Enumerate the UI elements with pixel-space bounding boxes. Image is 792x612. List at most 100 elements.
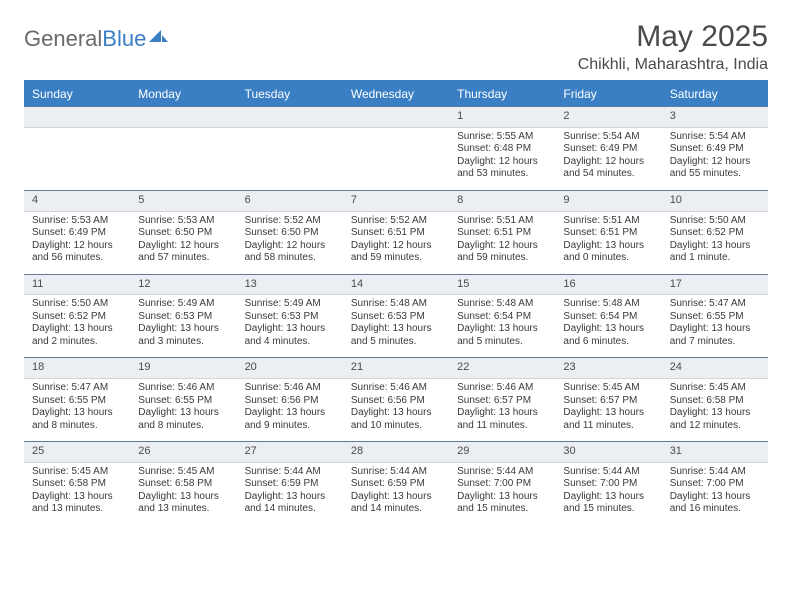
day-number: 5 [130, 191, 236, 211]
day-line: Daylight: 13 hours [351, 491, 441, 504]
day-line: Daylight: 13 hours [563, 491, 653, 504]
day-line: Sunrise: 5:48 AM [563, 298, 653, 311]
day-number: 17 [662, 275, 768, 295]
day-line: and 55 minutes. [670, 168, 760, 181]
weekday-header: Friday [555, 82, 661, 106]
day-cell-num [343, 107, 449, 127]
day-cell: Sunrise: 5:44 AMSunset: 6:59 PMDaylight:… [343, 463, 449, 525]
day-line: and 15 minutes. [563, 503, 653, 516]
day-line: Sunset: 6:56 PM [351, 395, 441, 408]
day-line: Sunset: 7:00 PM [670, 478, 760, 491]
brand-logo: GeneralBlue [24, 20, 169, 52]
day-body: Sunrise: 5:49 AMSunset: 6:53 PMDaylight:… [237, 295, 343, 357]
day-line: Daylight: 12 hours [670, 156, 760, 169]
day-cell: Sunrise: 5:44 AMSunset: 6:59 PMDaylight:… [237, 463, 343, 525]
day-number: 29 [449, 442, 555, 462]
week-row: Sunrise: 5:50 AMSunset: 6:52 PMDaylight:… [24, 295, 768, 357]
day-number: 10 [662, 191, 768, 211]
day-line: Sunrise: 5:48 AM [457, 298, 547, 311]
day-line: Sunset: 6:55 PM [138, 395, 228, 408]
day-line: Sunrise: 5:51 AM [457, 215, 547, 228]
day-cell-num: 24 [662, 358, 768, 378]
day-line: Sunrise: 5:53 AM [138, 215, 228, 228]
weekday-header: Monday [130, 82, 236, 106]
day-line: Sunrise: 5:50 AM [670, 215, 760, 228]
day-body: Sunrise: 5:49 AMSunset: 6:53 PMDaylight:… [130, 295, 236, 357]
day-cell-num: 20 [237, 358, 343, 378]
day-line: Sunset: 6:52 PM [670, 227, 760, 240]
day-line: Sunset: 6:59 PM [351, 478, 441, 491]
day-number: 2 [555, 107, 661, 127]
location-label: Chikhli, Maharashtra, India [578, 56, 768, 74]
weekday-header-row: Sunday Monday Tuesday Wednesday Thursday… [24, 82, 768, 106]
weekday-header: Saturday [662, 82, 768, 106]
day-cell: Sunrise: 5:46 AMSunset: 6:57 PMDaylight:… [449, 379, 555, 441]
day-body: Sunrise: 5:54 AMSunset: 6:49 PMDaylight:… [555, 128, 661, 190]
day-line: Sunrise: 5:55 AM [457, 131, 547, 144]
day-line: Daylight: 13 hours [138, 407, 228, 420]
day-number: 13 [237, 275, 343, 295]
day-cell-num: 31 [662, 442, 768, 462]
day-cell-num: 2 [555, 107, 661, 127]
brand-sail-icon [149, 27, 169, 48]
day-body: Sunrise: 5:44 AMSunset: 6:59 PMDaylight:… [237, 463, 343, 525]
day-line: and 59 minutes. [457, 252, 547, 265]
day-line: Sunset: 6:49 PM [32, 227, 122, 240]
day-number: 16 [555, 275, 661, 295]
day-line: and 1 minute. [670, 252, 760, 265]
day-line: Sunrise: 5:45 AM [563, 382, 653, 395]
day-body: Sunrise: 5:44 AMSunset: 7:00 PMDaylight:… [449, 463, 555, 525]
day-body: Sunrise: 5:53 AMSunset: 6:49 PMDaylight:… [24, 212, 130, 274]
day-line: Sunrise: 5:54 AM [563, 131, 653, 144]
day-line: and 15 minutes. [457, 503, 547, 516]
day-cell: Sunrise: 5:44 AMSunset: 7:00 PMDaylight:… [449, 463, 555, 525]
weekday-header: Tuesday [237, 82, 343, 106]
day-number: 8 [449, 191, 555, 211]
day-cell: Sunrise: 5:46 AMSunset: 6:56 PMDaylight:… [237, 379, 343, 441]
day-line: Sunset: 6:51 PM [563, 227, 653, 240]
day-line: and 6 minutes. [563, 336, 653, 349]
day-line: Sunset: 6:57 PM [457, 395, 547, 408]
day-line: Daylight: 12 hours [32, 240, 122, 253]
day-line: Sunrise: 5:46 AM [351, 382, 441, 395]
day-body: Sunrise: 5:45 AMSunset: 6:58 PMDaylight:… [662, 379, 768, 441]
day-number: 28 [343, 442, 449, 462]
day-cell-num: 3 [662, 107, 768, 127]
day-line: and 0 minutes. [563, 252, 653, 265]
day-line: and 8 minutes. [32, 420, 122, 433]
day-line: Daylight: 13 hours [245, 491, 335, 504]
day-line: Daylight: 12 hours [457, 156, 547, 169]
day-line: Sunset: 6:54 PM [563, 311, 653, 324]
day-line: and 13 minutes. [138, 503, 228, 516]
day-line: Daylight: 13 hours [138, 491, 228, 504]
day-cell-num: 21 [343, 358, 449, 378]
day-line: and 16 minutes. [670, 503, 760, 516]
day-line: Sunrise: 5:44 AM [351, 466, 441, 479]
day-line: and 5 minutes. [457, 336, 547, 349]
day-cell: Sunrise: 5:53 AMSunset: 6:49 PMDaylight:… [24, 212, 130, 274]
day-cell-num: 17 [662, 275, 768, 295]
day-cell-num: 14 [343, 275, 449, 295]
day-cell: Sunrise: 5:49 AMSunset: 6:53 PMDaylight:… [237, 295, 343, 357]
day-line: and 11 minutes. [563, 420, 653, 433]
day-number: 19 [130, 358, 236, 378]
weekday-header: Thursday [449, 82, 555, 106]
day-body: Sunrise: 5:46 AMSunset: 6:57 PMDaylight:… [449, 379, 555, 441]
day-line: Sunset: 6:57 PM [563, 395, 653, 408]
day-cell-num: 22 [449, 358, 555, 378]
day-cell-num: 6 [237, 191, 343, 211]
day-line: Sunrise: 5:47 AM [32, 382, 122, 395]
day-body: Sunrise: 5:46 AMSunset: 6:56 PMDaylight:… [237, 379, 343, 441]
day-cell [237, 128, 343, 190]
day-body: Sunrise: 5:44 AMSunset: 6:59 PMDaylight:… [343, 463, 449, 525]
week-row: Sunrise: 5:55 AMSunset: 6:48 PMDaylight:… [24, 128, 768, 190]
day-body: Sunrise: 5:47 AMSunset: 6:55 PMDaylight:… [662, 295, 768, 357]
day-cell-num: 5 [130, 191, 236, 211]
day-body: Sunrise: 5:54 AMSunset: 6:49 PMDaylight:… [662, 128, 768, 190]
day-line: and 12 minutes. [670, 420, 760, 433]
day-cell: Sunrise: 5:45 AMSunset: 6:58 PMDaylight:… [24, 463, 130, 525]
day-line: Sunrise: 5:49 AM [245, 298, 335, 311]
brand-part1: General [24, 26, 102, 51]
day-line: Sunset: 6:53 PM [138, 311, 228, 324]
day-line: and 3 minutes. [138, 336, 228, 349]
